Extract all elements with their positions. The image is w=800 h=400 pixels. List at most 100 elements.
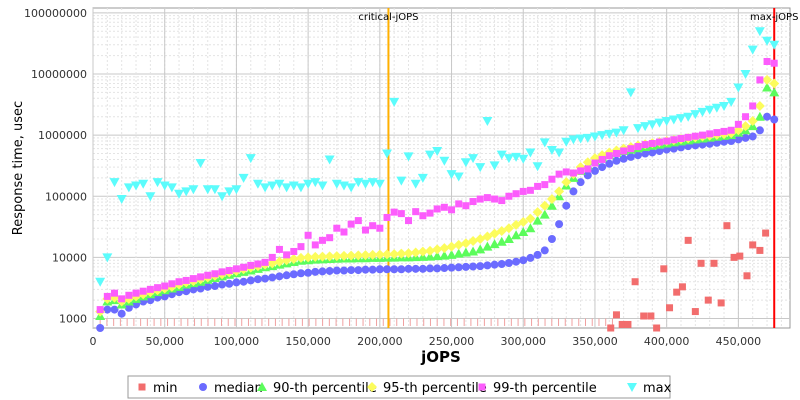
data-point xyxy=(562,201,571,210)
data-point xyxy=(417,246,428,257)
data-point xyxy=(282,271,291,280)
data-point xyxy=(547,234,556,243)
data-point xyxy=(317,251,328,262)
data-point xyxy=(633,151,642,160)
data-point xyxy=(367,178,378,188)
data-point xyxy=(726,97,737,107)
data-point xyxy=(254,260,262,268)
data-point xyxy=(368,265,377,274)
data-point xyxy=(618,126,629,136)
data-point xyxy=(612,156,621,165)
data-point xyxy=(433,205,441,213)
data-point xyxy=(396,248,407,259)
data-point xyxy=(296,269,305,278)
data-point xyxy=(376,224,384,232)
series-min xyxy=(607,222,770,332)
data-point xyxy=(103,305,112,314)
data-point xyxy=(590,166,599,175)
data-point xyxy=(489,239,500,249)
data-point xyxy=(533,250,542,259)
data-point xyxy=(202,185,213,195)
data-point xyxy=(116,195,127,205)
data-point xyxy=(375,265,384,274)
data-point xyxy=(274,179,285,189)
data-point xyxy=(569,187,578,196)
data-point xyxy=(439,156,450,166)
data-point xyxy=(426,209,434,217)
data-point xyxy=(318,236,326,244)
legend-swatch xyxy=(478,383,486,391)
data-point xyxy=(620,147,628,155)
data-point xyxy=(734,135,743,144)
data-point xyxy=(534,182,542,190)
data-point xyxy=(540,246,549,255)
data-point xyxy=(390,265,399,274)
data-point xyxy=(482,117,493,127)
data-point xyxy=(390,208,398,216)
data-point xyxy=(103,292,111,300)
data-point xyxy=(496,236,507,246)
data-point xyxy=(554,186,565,197)
y-tick-label: 1000 xyxy=(59,313,87,326)
data-point xyxy=(397,210,405,218)
data-point xyxy=(647,312,655,320)
y-tick-label: 100000 xyxy=(45,190,87,203)
data-point xyxy=(697,259,705,267)
legend-label: 99-th percentile xyxy=(493,381,597,396)
data-point xyxy=(763,57,771,65)
data-point xyxy=(677,135,685,143)
data-point xyxy=(289,270,298,279)
data-point xyxy=(382,149,393,159)
data-point xyxy=(283,251,291,259)
data-point xyxy=(770,115,779,124)
legend-label: median xyxy=(214,381,263,396)
data-point xyxy=(196,284,205,293)
y-tick-label: 100000000 xyxy=(24,7,87,20)
data-point xyxy=(519,256,528,265)
series-99-th-percentile xyxy=(96,57,778,314)
data-point xyxy=(304,268,313,277)
data-point xyxy=(661,117,672,127)
data-point xyxy=(525,223,536,233)
data-point xyxy=(383,213,391,221)
data-point xyxy=(730,253,738,261)
data-point xyxy=(482,241,493,251)
data-point xyxy=(490,260,499,269)
data-point xyxy=(295,252,306,263)
data-point xyxy=(439,250,450,260)
data-point xyxy=(575,134,586,144)
data-point xyxy=(324,251,335,262)
data-point xyxy=(561,137,572,147)
data-point xyxy=(704,296,712,304)
data-point xyxy=(347,266,356,275)
data-point xyxy=(518,216,529,227)
data-point xyxy=(654,118,665,128)
data-point xyxy=(640,312,648,320)
data-point xyxy=(511,219,522,230)
data-point xyxy=(432,146,443,156)
data-point xyxy=(582,133,593,143)
data-point xyxy=(261,274,270,283)
data-point xyxy=(525,213,536,224)
data-point xyxy=(425,150,436,160)
data-point xyxy=(139,287,147,295)
data-point xyxy=(239,277,248,286)
data-point xyxy=(225,279,234,288)
data-point xyxy=(118,295,126,303)
data-point xyxy=(710,259,718,267)
y-tick-label: 1000000 xyxy=(38,129,87,142)
data-point xyxy=(461,262,470,271)
data-point xyxy=(96,324,105,332)
data-point xyxy=(374,179,385,189)
data-point xyxy=(683,112,694,122)
data-point xyxy=(189,285,198,294)
data-point xyxy=(684,133,692,141)
data-point xyxy=(168,280,176,288)
data-point xyxy=(673,288,681,296)
data-point xyxy=(403,152,414,162)
data-point xyxy=(253,275,262,284)
data-point xyxy=(598,155,606,163)
data-point xyxy=(332,266,341,275)
data-point xyxy=(598,163,607,172)
series-median xyxy=(96,112,779,332)
